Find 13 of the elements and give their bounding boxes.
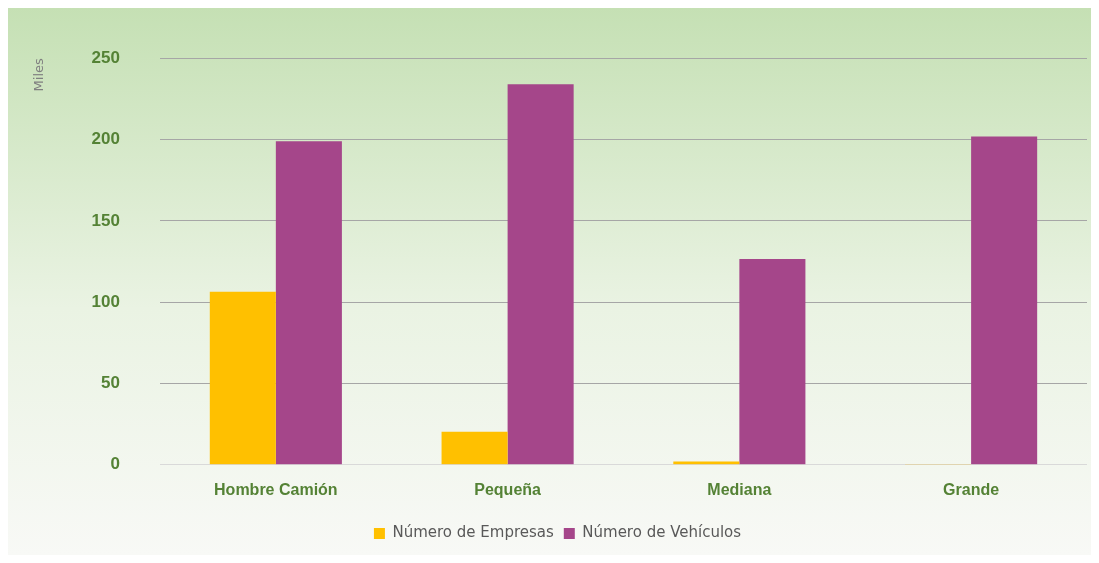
x-tick-label: Grande — [943, 480, 1000, 498]
y-tick-label: 0 — [110, 454, 120, 474]
x-tick-label: Mediana — [707, 480, 772, 498]
y-tick-label: 150 — [91, 210, 120, 230]
y-tick-label: 200 — [91, 129, 120, 149]
y-axis-title: Miles — [31, 57, 47, 92]
y-tick-label: 50 — [101, 373, 120, 393]
x-tick-label: Pequeña — [474, 480, 542, 498]
legend-label: Número de Empresas — [392, 523, 554, 542]
y-tick-label: 100 — [91, 291, 120, 311]
legend-label: Número de Vehículos — [582, 523, 742, 542]
y-tick-label: 250 — [91, 47, 120, 67]
x-tick-label: Hombre Camión — [214, 480, 338, 498]
